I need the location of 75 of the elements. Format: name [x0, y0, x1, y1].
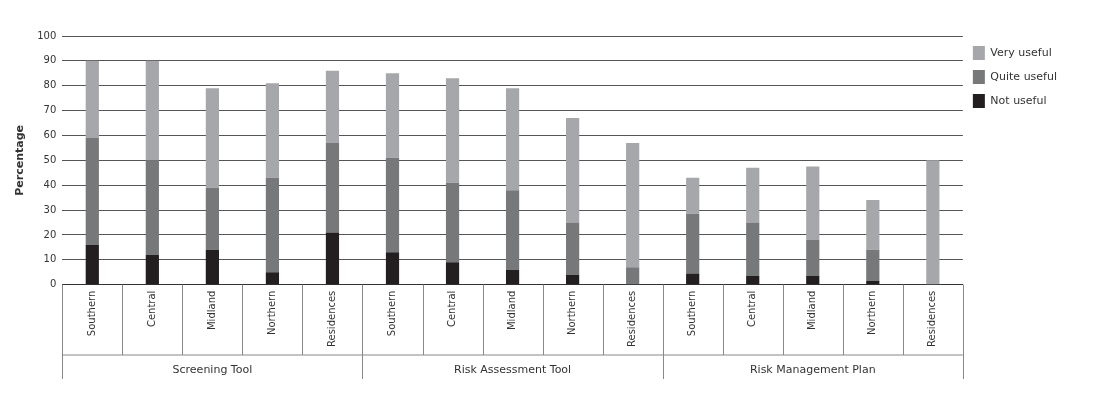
bar: [686, 213, 700, 274]
bar: [626, 142, 640, 268]
text: Risk Management Plan: [749, 362, 876, 376]
bar: [145, 60, 159, 161]
y-tick-label: 60: [43, 129, 57, 141]
bar: [505, 88, 520, 191]
y-tick-label: 40: [43, 178, 57, 190]
bar: [746, 222, 760, 276]
bar: [325, 232, 340, 285]
x-tick-label: Central: [746, 290, 758, 328]
bar: [566, 274, 580, 285]
bar: [806, 239, 820, 276]
bar: [566, 222, 580, 275]
legend-label: Not useful: [990, 93, 1047, 107]
bar: [145, 254, 159, 285]
bar: [205, 88, 219, 188]
bar: [746, 275, 760, 285]
bar: [325, 70, 340, 143]
bar: [746, 167, 760, 223]
x-tick-label: Central: [446, 290, 458, 328]
bar: [385, 157, 400, 253]
bar: [325, 142, 340, 233]
bar: [265, 272, 280, 285]
bar: [806, 166, 820, 240]
bar: [385, 252, 400, 285]
y-tick-label: 50: [43, 153, 57, 165]
bar: [445, 262, 460, 285]
bar: [926, 160, 940, 285]
legend-label: Quite useful: [990, 69, 1058, 83]
y-tick-label: 70: [43, 104, 57, 116]
x-tick-label: Southern: [686, 290, 698, 337]
y-tick-label: 10: [43, 253, 57, 265]
y-tick-label: 90: [43, 54, 57, 66]
x-tick-label: Northern: [566, 290, 578, 336]
y-tick-label: 20: [43, 228, 57, 240]
bar: [445, 78, 460, 183]
x-tick-label: Midland: [506, 290, 518, 331]
x-tick-label: Residences: [626, 290, 638, 348]
bar: [205, 187, 219, 250]
bar: [85, 60, 99, 138]
text: Risk Assessment Tool: [454, 362, 572, 376]
bar: [686, 273, 700, 285]
bar: [85, 137, 99, 245]
x-tick-label: Residences: [926, 290, 938, 348]
bar: [626, 267, 640, 285]
y-tick-label: 30: [43, 203, 57, 215]
bar: [145, 160, 159, 255]
legend-label: Very useful: [990, 45, 1052, 59]
x-tick-label: Central: [145, 290, 157, 328]
bar: [265, 177, 280, 273]
x-tick-label: Southern: [386, 290, 398, 337]
x-tick-label: Residences: [326, 290, 338, 348]
bar: [866, 249, 880, 281]
bar: [566, 118, 580, 223]
bar: [265, 83, 280, 178]
y-tick-label: 0: [49, 278, 57, 290]
bar: [866, 280, 880, 285]
x-tick-label: Northern: [866, 290, 878, 336]
x-tick-label: Northern: [266, 290, 278, 336]
bar: [686, 177, 700, 214]
x-tick-label: Midland: [806, 290, 818, 331]
bar: [85, 244, 99, 285]
y-tick-label: 100: [37, 29, 57, 41]
text: Screening Tool: [172, 362, 253, 376]
y-tick-label: 80: [43, 79, 57, 91]
bar: [505, 269, 520, 285]
x-tick-label: Southern: [85, 290, 97, 337]
bar: [806, 275, 820, 285]
bar: [205, 249, 219, 285]
x-tick-label: Midland: [205, 290, 217, 331]
bar: [445, 182, 460, 263]
y-axis-title: Percentage: [13, 124, 27, 196]
bar: [866, 200, 880, 250]
bar: [505, 190, 520, 270]
bar: [385, 73, 400, 158]
